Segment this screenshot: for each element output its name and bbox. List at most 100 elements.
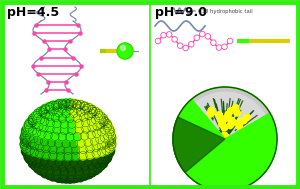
Circle shape [22,129,31,138]
Circle shape [26,128,34,136]
Text: pH=9.0: pH=9.0 [155,6,207,19]
Circle shape [49,151,57,160]
Circle shape [80,113,88,121]
Circle shape [58,105,67,113]
Circle shape [46,166,54,175]
Circle shape [93,129,101,138]
Circle shape [40,136,49,145]
Circle shape [41,169,50,178]
Circle shape [75,170,83,179]
Circle shape [76,166,85,174]
Circle shape [26,133,34,141]
Circle shape [46,170,55,178]
Circle shape [53,154,61,163]
Circle shape [36,115,45,124]
Circle shape [47,135,56,144]
Circle shape [22,136,31,144]
Circle shape [46,155,55,163]
Circle shape [62,175,70,183]
Circle shape [34,136,43,144]
Circle shape [60,120,68,128]
Circle shape [222,139,228,145]
Circle shape [101,148,109,156]
Circle shape [75,107,83,115]
Circle shape [82,104,91,112]
Circle shape [100,134,109,142]
Circle shape [28,157,37,166]
Circle shape [24,121,32,129]
Circle shape [66,110,74,119]
Circle shape [70,139,78,148]
Circle shape [60,126,68,135]
Circle shape [40,156,49,165]
Circle shape [60,173,68,181]
Circle shape [64,174,72,182]
Circle shape [68,173,76,181]
Circle shape [71,152,80,160]
Circle shape [32,159,41,167]
Circle shape [88,109,96,118]
Circle shape [104,122,112,130]
Circle shape [34,160,42,169]
Circle shape [82,170,91,178]
Circle shape [98,132,106,140]
Circle shape [36,124,44,133]
Circle shape [44,162,52,170]
Circle shape [97,120,105,129]
Circle shape [64,102,72,110]
Circle shape [97,153,105,162]
Circle shape [79,151,87,160]
Circle shape [87,168,95,177]
Circle shape [98,126,106,134]
Circle shape [23,124,31,133]
Circle shape [32,129,41,137]
Circle shape [29,120,38,129]
Circle shape [75,148,83,156]
Circle shape [95,162,103,171]
Circle shape [34,163,43,172]
Circle shape [49,107,57,115]
Circle shape [80,162,89,171]
Circle shape [40,109,48,117]
Circle shape [216,45,222,50]
Circle shape [36,143,44,151]
Circle shape [53,126,61,134]
Circle shape [99,160,107,168]
Circle shape [60,171,68,179]
Circle shape [98,148,106,156]
Circle shape [101,156,109,165]
Circle shape [221,132,228,138]
Circle shape [155,38,161,44]
Circle shape [90,137,99,145]
Circle shape [228,108,234,114]
Circle shape [244,114,250,120]
Circle shape [71,122,80,130]
Circle shape [28,127,37,135]
Circle shape [102,134,110,142]
Circle shape [68,101,76,109]
Circle shape [73,111,82,119]
Circle shape [218,117,224,123]
Circle shape [80,142,89,150]
Circle shape [53,173,61,181]
Circle shape [56,146,64,154]
Circle shape [58,174,67,183]
Circle shape [103,150,111,158]
Circle shape [73,104,81,112]
Circle shape [208,109,214,116]
Circle shape [39,108,47,117]
Circle shape [34,138,43,146]
Circle shape [60,103,68,111]
Circle shape [75,172,84,180]
Circle shape [73,132,82,141]
Circle shape [58,111,67,119]
Circle shape [64,121,72,130]
Circle shape [28,118,37,127]
Text: pH=4.5: pH=4.5 [7,6,59,19]
Circle shape [22,126,30,135]
Circle shape [46,105,54,114]
Circle shape [77,116,85,125]
Circle shape [49,145,57,154]
Circle shape [166,32,172,37]
Circle shape [81,106,89,115]
